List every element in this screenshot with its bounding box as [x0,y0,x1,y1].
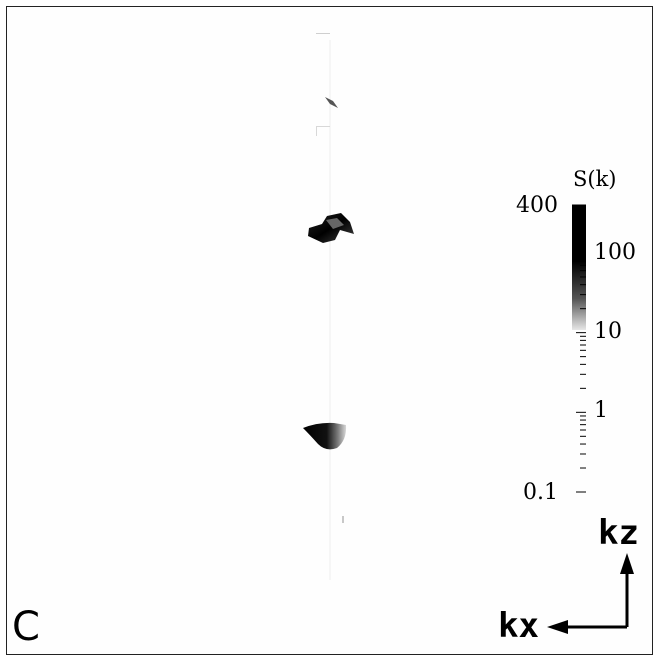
colorbar-tick-label-10: 10 [594,319,622,344]
kz-axis-label: kz [598,513,639,553]
kz-arrowhead [620,553,634,574]
colorbar-title: S(k) [573,167,617,191]
lower-peak [303,422,347,450]
upper-peak-highlight [326,218,344,229]
colorbar-gradient [572,205,586,330]
panel-letter: C [12,604,40,650]
kx-axis-label: kx [498,606,539,646]
colorbar-tick-label-0.1: 0.1 [523,480,558,505]
top-small-peak [325,97,338,108]
colorbar-tick-label-100: 100 [594,240,636,265]
colorbar-tick-label-400: 400 [516,193,558,218]
colorbar [572,204,586,493]
axis-arrows [547,553,634,634]
kx-arrowhead [547,620,568,634]
upper-peak [308,213,354,243]
central-streak [316,33,344,580]
colorbar-tick-label-1: 1 [594,398,608,423]
colorbar-ticks [572,204,586,493]
